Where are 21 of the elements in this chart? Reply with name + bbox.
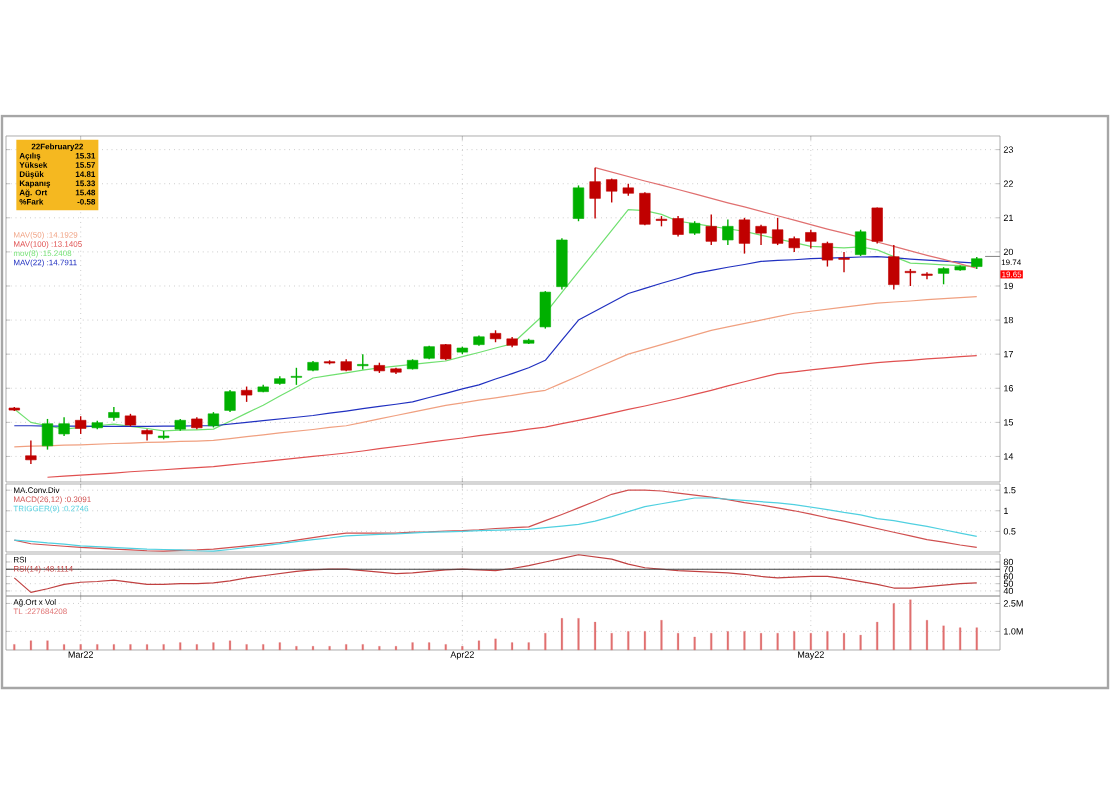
candlestick (224, 389, 236, 413)
candlestick (539, 290, 551, 330)
candlestick (805, 229, 817, 250)
candlestick (738, 217, 751, 255)
candlestick (705, 213, 717, 246)
candlestick (855, 229, 867, 257)
candlestick (25, 439, 37, 465)
candlestick (58, 416, 70, 437)
candlestick (41, 418, 54, 451)
candlestick (838, 251, 850, 274)
candlestick (722, 218, 734, 246)
candlestick (821, 240, 834, 268)
candlestick (772, 217, 784, 246)
candlestick (589, 167, 601, 220)
candlestick (871, 206, 883, 245)
candlestick (755, 223, 767, 246)
candlestick (888, 244, 900, 291)
candlestick (672, 215, 684, 238)
candlestick (639, 191, 651, 227)
candlestick (572, 184, 585, 222)
candlestick (556, 237, 568, 291)
